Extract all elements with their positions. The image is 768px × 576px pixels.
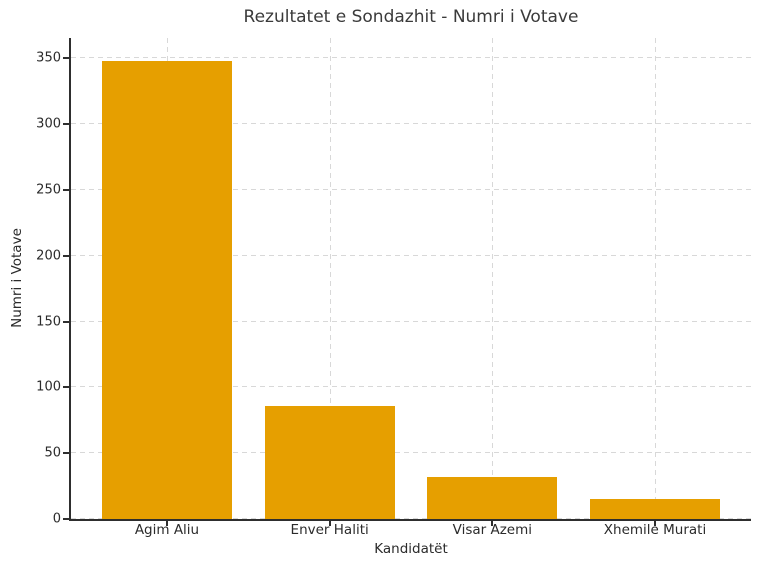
gridline-horizontal [71, 518, 751, 519]
y-tick-mark [63, 320, 69, 323]
y-tick-label: 150 [36, 314, 61, 330]
y-tick-mark [63, 188, 69, 191]
y-tick-label: 300 [36, 116, 61, 132]
gridline-vertical [329, 38, 331, 519]
bar-visar-azemi [427, 476, 558, 519]
gridline-horizontal [71, 188, 751, 190]
x-tick-label: Visar Azemi [452, 522, 533, 538]
x-tick-label: Enver Haliti [290, 522, 369, 538]
chart-title: Rezultatet e Sondazhit - Numri i Votave [243, 7, 579, 27]
y-tick-label: 350 [36, 50, 61, 66]
gridline-horizontal [71, 254, 751, 256]
y-tick-label: 50 [44, 445, 61, 461]
x-axis-label: Kandidatët [374, 541, 448, 557]
gridline-horizontal [71, 57, 751, 59]
y-tick-mark [63, 386, 69, 389]
gridline-vertical [655, 38, 657, 519]
gridline-horizontal [71, 123, 751, 125]
x-tick-mark [165, 521, 168, 526]
bar-agim-aliu [101, 60, 233, 519]
y-tick-mark [63, 57, 69, 60]
x-axis-spine [69, 519, 751, 521]
y-tick-mark [63, 518, 69, 520]
bar-xhemile-murati [589, 499, 721, 519]
y-tick-mark [63, 254, 69, 257]
y-tick-labels: 0 50 100 150 200 250 300 350 [0, 38, 61, 526]
y-axis-spine [69, 38, 71, 521]
y-tick-label: 0 [52, 511, 61, 527]
y-tick-label: 200 [36, 248, 61, 264]
y-tick-label: 100 [36, 379, 61, 395]
x-tick-mark [654, 521, 657, 526]
gridline-vertical [492, 38, 494, 519]
x-tick-mark [328, 521, 331, 526]
y-tick-label: 250 [36, 182, 61, 198]
x-tick-label: Xhemile Murati [603, 522, 707, 538]
gridline-horizontal [71, 452, 751, 454]
gridline-horizontal [71, 386, 751, 388]
x-tick-labels: Agim Aliu Enver Haliti Visar Azemi Xhemile … [71, 522, 751, 540]
bar-enver-haliti [264, 405, 395, 519]
x-tick-label: Agim Aliu [134, 522, 200, 538]
x-tick-mark [491, 521, 494, 526]
plot-area [63, 38, 751, 526]
gridline-horizontal [71, 320, 751, 322]
y-tick-mark [63, 123, 69, 126]
y-tick-mark [63, 452, 69, 455]
